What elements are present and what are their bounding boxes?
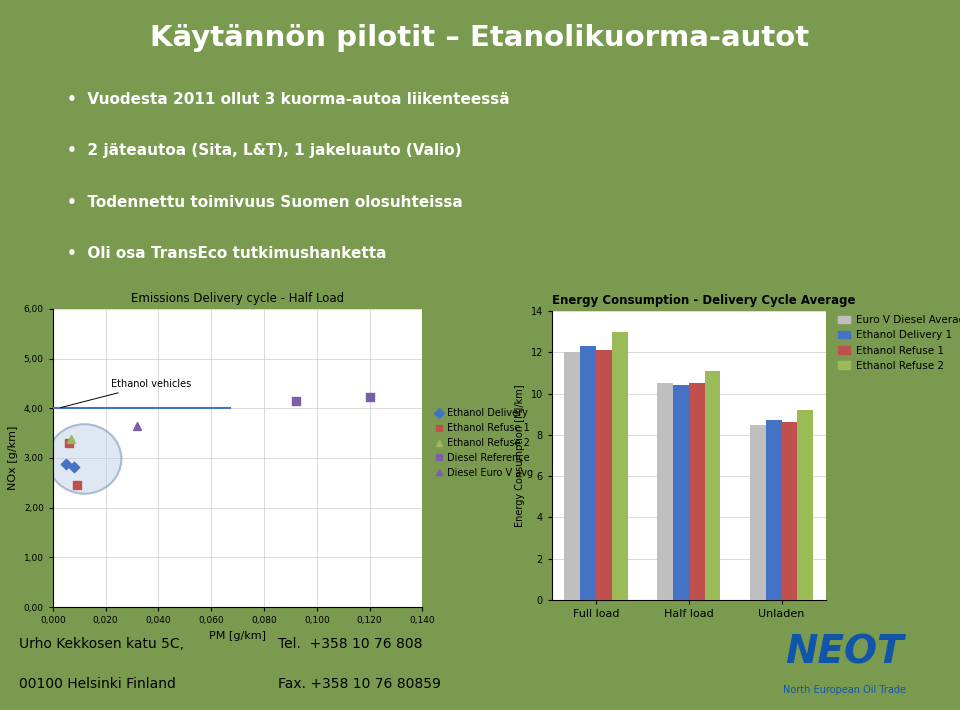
Bar bbox=[798, 410, 813, 600]
Y-axis label: NOx [g/km]: NOx [g/km] bbox=[9, 426, 18, 490]
Point bbox=[130, 420, 145, 432]
Text: •  Todennettu toimivuus Suomen olosuhteissa: • Todennettu toimivuus Suomen olosuhteis… bbox=[67, 195, 463, 209]
Text: Ethanol vehicles: Ethanol vehicles bbox=[60, 379, 191, 408]
Ellipse shape bbox=[47, 424, 121, 493]
Y-axis label: Energy Consumption [MJ/km]: Energy Consumption [MJ/km] bbox=[516, 384, 525, 527]
Bar bbox=[580, 346, 596, 600]
Text: •  Oli osa TransEco tutkimushanketta: • Oli osa TransEco tutkimushanketta bbox=[67, 246, 387, 261]
Bar bbox=[750, 425, 766, 600]
Text: Urho Kekkosen katu 5C,: Urho Kekkosen katu 5C, bbox=[19, 637, 184, 650]
Text: 00100 Helsinki Finland: 00100 Helsinki Finland bbox=[19, 677, 176, 691]
Point bbox=[59, 459, 74, 470]
Bar bbox=[673, 386, 689, 600]
Text: •  2 jäteautoa (Sita, L&T), 1 jakeluauto (Valio): • 2 jäteautoa (Sita, L&T), 1 jakeluauto … bbox=[67, 143, 462, 158]
Text: Fax. +358 10 76 80859: Fax. +358 10 76 80859 bbox=[278, 677, 442, 691]
Legend: Euro V Diesel Average, Ethanol Delivery 1, Ethanol Refuse 1, Ethanol Refuse 2: Euro V Diesel Average, Ethanol Delivery … bbox=[834, 311, 960, 375]
Text: Käytännön pilotit – Etanolikuorma-autot: Käytännön pilotit – Etanolikuorma-autot bbox=[151, 24, 809, 52]
Point bbox=[61, 437, 76, 449]
X-axis label: PM [g/km]: PM [g/km] bbox=[209, 630, 266, 640]
Text: North European Oil Trade: North European Oil Trade bbox=[783, 684, 906, 694]
Point bbox=[69, 480, 84, 491]
Point bbox=[63, 433, 79, 444]
Point bbox=[288, 395, 303, 406]
Text: •  Vuodesta 2011 ollut 3 kuorma-autoa liikenteessä: • Vuodesta 2011 ollut 3 kuorma-autoa lii… bbox=[67, 92, 510, 107]
Text: Energy Consumption - Delivery Cycle Average: Energy Consumption - Delivery Cycle Aver… bbox=[552, 294, 855, 307]
Legend: Ethanol Delivery, Ethanol Refuse 1, Ethanol Refuse 2, Diesel Reference, Diesel E: Ethanol Delivery, Ethanol Refuse 1, Etha… bbox=[430, 405, 538, 481]
Bar bbox=[596, 350, 612, 600]
Bar bbox=[766, 420, 781, 600]
Title: Emissions Delivery cycle - Half Load: Emissions Delivery cycle - Half Load bbox=[131, 292, 345, 305]
Bar bbox=[688, 383, 705, 600]
Bar bbox=[658, 383, 673, 600]
Text: Tel.  +358 10 76 808: Tel. +358 10 76 808 bbox=[278, 637, 423, 650]
Bar bbox=[612, 332, 628, 600]
Bar bbox=[564, 352, 580, 600]
Point bbox=[362, 392, 377, 403]
Text: NEOT: NEOT bbox=[785, 634, 904, 672]
Bar bbox=[781, 422, 798, 600]
Point bbox=[66, 462, 82, 473]
Bar bbox=[705, 371, 720, 600]
